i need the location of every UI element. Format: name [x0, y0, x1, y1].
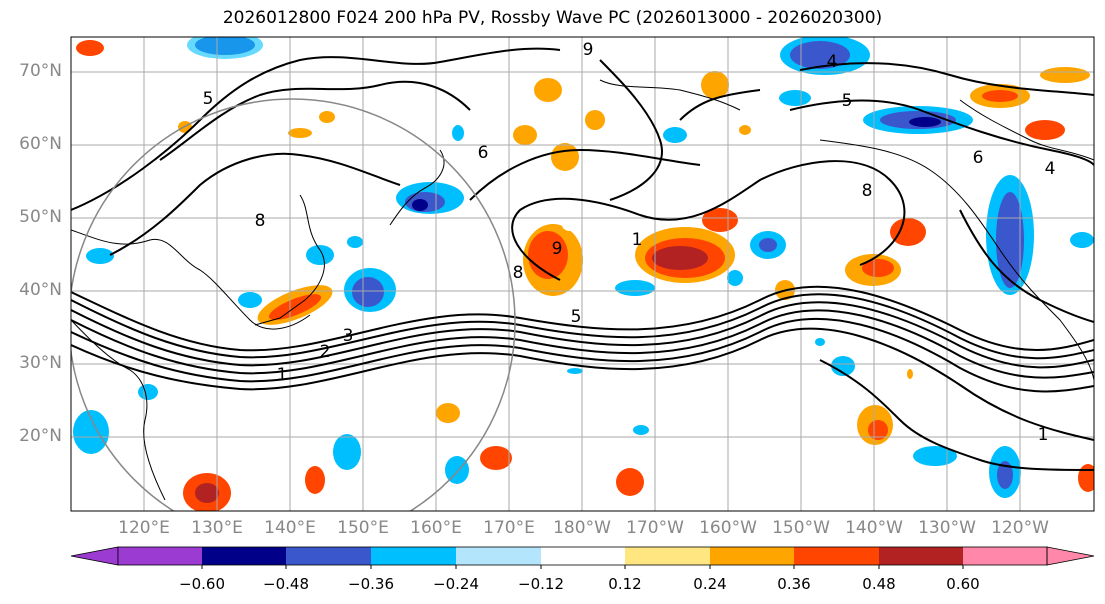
colorbar-segment [456, 547, 541, 565]
contour-label: 5 [842, 91, 853, 111]
colorbar-segment [371, 547, 456, 565]
colorbar-segment [541, 547, 625, 565]
colorbar-segment [625, 547, 710, 565]
longitude-label: 170°W [626, 518, 684, 538]
colorbar-extend-high [1046, 546, 1095, 566]
contour-label: 1 [632, 230, 643, 250]
latitude-label: 20°N [19, 426, 62, 446]
colorbar [70, 546, 1095, 569]
longitude-label: 130°E [191, 518, 243, 538]
colorbar-tick-label: 0.36 [777, 575, 811, 593]
contour-label-group: 1 2 3 5 6 8 9 4 5 8 9 6 8 5 4 1 1 [203, 40, 1056, 445]
longitude-label: 160°E [410, 518, 462, 538]
coastlines [71, 79, 1094, 501]
contour-label: 6 [478, 143, 489, 163]
longitude-label: 150°W [772, 518, 830, 538]
contour-label: 6 [973, 148, 984, 168]
longitude-label: 120°W [991, 518, 1049, 538]
latitude-label: 40°N [19, 280, 62, 300]
contour-label: 1 [277, 365, 288, 385]
latitude-label: 30°N [19, 353, 62, 373]
colorbar-tick-label: −0.36 [348, 575, 394, 593]
colorbar-segment [710, 547, 794, 565]
latitude-label: 50°N [19, 207, 62, 227]
colorbar-tick-label: −0.48 [263, 575, 309, 593]
contour-label: 3 [343, 326, 354, 346]
colorbar-segment [118, 547, 202, 565]
contour-label: 9 [552, 239, 563, 259]
colorbar-segment [879, 547, 963, 565]
longitude-label: 130°W [918, 518, 976, 538]
pv-contours [71, 47, 1094, 471]
contour-label: 1 [1038, 425, 1049, 445]
map-title: 2026012800 F024 200 hPa PV, Rossby Wave … [222, 8, 883, 28]
colorbar-outline [117, 546, 1048, 566]
colorbar-segment [286, 547, 371, 565]
contour-label: 4 [1045, 159, 1056, 179]
longitude-label: 170°E [483, 518, 535, 538]
colorbar-segment [794, 547, 879, 565]
latitude-label: 70°N [19, 61, 62, 81]
contour-label: 8 [513, 263, 524, 283]
colorbar-tick-label: 0.12 [608, 575, 642, 593]
map-border [70, 36, 1095, 512]
contour-label: 5 [571, 307, 582, 327]
contour-label: 4 [827, 52, 838, 72]
contour-label: 8 [255, 211, 266, 231]
colorbar-tick-label: −0.12 [518, 575, 564, 593]
contour-label: 2 [320, 342, 331, 362]
contour-label: 8 [862, 181, 873, 201]
longitude-label: 150°E [337, 518, 389, 538]
longitude-label: 120°E [118, 518, 170, 538]
latitude-label: 60°N [19, 134, 62, 154]
colorbar-tick-label: −0.24 [433, 575, 479, 593]
contour-label: 5 [203, 89, 214, 109]
colorbar-extend-low [70, 546, 119, 566]
longitude-label: 160°W [699, 518, 757, 538]
colorbar-tick-label: −0.60 [179, 575, 225, 593]
longitude-label: 180°W [553, 518, 611, 538]
longitude-label: 140°E [264, 518, 316, 538]
longitude-label: 140°W [845, 518, 903, 538]
colorbar-segment [963, 547, 1047, 565]
contour-label: 9 [583, 40, 594, 60]
pv-anomaly-fill [73, 37, 1094, 511]
colorbar-tick-label: 0.24 [693, 575, 727, 593]
colorbar-segment [202, 547, 286, 565]
colorbar-tick-label: 0.48 [862, 575, 896, 593]
range-circle [71, 98, 516, 511]
colorbar-tick-label: 0.60 [946, 575, 980, 593]
